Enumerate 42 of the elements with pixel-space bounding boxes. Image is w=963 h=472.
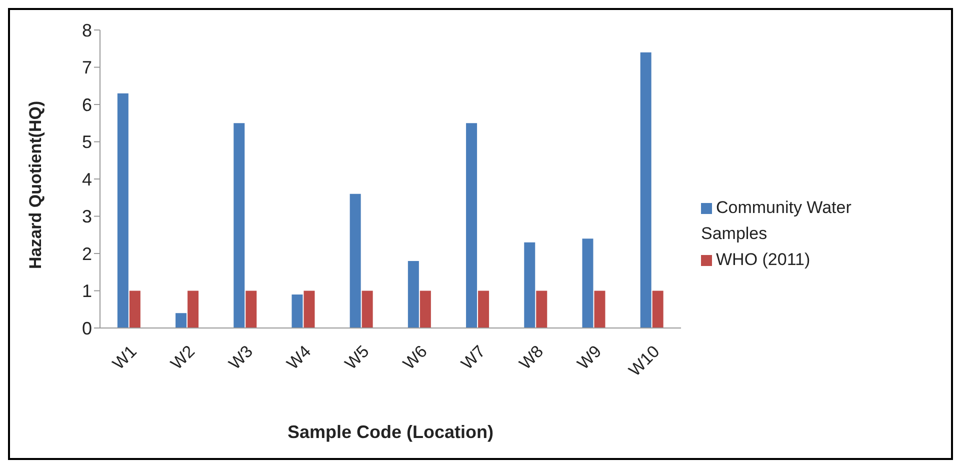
y-axis-title: Hazard Quotient(HQ) xyxy=(26,100,46,269)
bar xyxy=(640,52,652,328)
bar xyxy=(478,290,490,328)
bar xyxy=(536,290,548,328)
y-tick-label: 3 xyxy=(82,206,92,227)
y-tick-label: 1 xyxy=(82,281,92,302)
y-tick-label: 7 xyxy=(82,58,92,78)
y-tick-label: 8 xyxy=(82,20,92,40)
x-tick-label: W7 xyxy=(457,342,489,374)
x-tick-label: W5 xyxy=(341,342,373,374)
x-tick-label: W3 xyxy=(225,342,257,374)
x-tick-label: W1 xyxy=(108,342,140,374)
bar xyxy=(524,242,536,328)
y-tick-label: 2 xyxy=(82,244,92,264)
bar xyxy=(304,290,315,328)
y-tick-label: 6 xyxy=(82,94,92,115)
x-tick-label: W8 xyxy=(516,342,548,374)
x-tick-label: W6 xyxy=(399,342,431,374)
bar xyxy=(188,290,199,328)
bar xyxy=(176,313,187,328)
bar xyxy=(652,290,664,328)
legend-label: Community Water Samples xyxy=(701,198,852,243)
bar xyxy=(246,290,257,328)
bar xyxy=(362,290,373,328)
x-tick-label: W4 xyxy=(283,342,315,374)
bar xyxy=(420,290,431,328)
bar xyxy=(594,290,606,328)
bar xyxy=(350,194,361,328)
x-tick-label: W2 xyxy=(166,342,198,374)
bar xyxy=(117,93,128,328)
bar xyxy=(292,294,303,328)
legend-label: WHO (2011) xyxy=(716,250,810,269)
x-axis-title: Sample Code (Location) xyxy=(287,422,494,442)
bar xyxy=(408,260,419,328)
y-tick-label: 0 xyxy=(82,318,92,338)
x-tick-label: W9 xyxy=(574,342,606,374)
bar xyxy=(234,123,245,328)
bar xyxy=(582,238,594,328)
y-tick-label: 5 xyxy=(82,132,92,152)
y-tick-label: 4 xyxy=(82,169,92,190)
bar xyxy=(466,123,478,328)
bar xyxy=(129,290,140,328)
